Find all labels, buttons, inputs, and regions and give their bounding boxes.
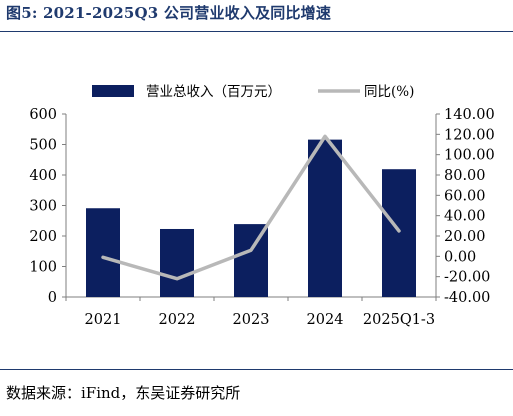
y-left-tick-label: 100 xyxy=(29,260,57,276)
revenue-bar xyxy=(86,208,120,297)
revenue-bar xyxy=(160,228,194,297)
y-left-tick-label: 600 xyxy=(29,107,57,123)
x-tick-label: 2021 xyxy=(85,312,122,328)
y-left-tick-label: 200 xyxy=(29,229,57,245)
chart-legend: 营业总收入（百万元） 同比(%) xyxy=(92,84,414,100)
y-right-tick-label: 120.00 xyxy=(444,127,495,143)
revenue-bar xyxy=(308,139,342,297)
y-left-tick-label: 500 xyxy=(29,138,57,154)
x-tick-label: 2024 xyxy=(307,312,344,328)
chart-axes: 0 100 200 300 400 500 600 -40.00 -20.00 0.00 20.00… xyxy=(29,107,494,328)
y-right-tick-label: 0.00 xyxy=(444,249,476,265)
y-right-tick-label: 100.00 xyxy=(444,148,495,164)
bar-series xyxy=(86,139,416,297)
revenue-bar xyxy=(382,169,416,297)
y-right-tick-label: 20.00 xyxy=(444,229,486,245)
y-right-tick-label: -20.00 xyxy=(444,270,490,286)
legend-bar-swatch xyxy=(92,85,134,97)
y-right-tick-label: 40.00 xyxy=(444,209,486,225)
x-tick-label: 2025Q1-3 xyxy=(363,312,435,328)
y-right-tick-label: -40.00 xyxy=(444,290,490,306)
title-divider xyxy=(0,31,513,32)
yoy-growth-line xyxy=(101,134,401,281)
x-tick-label: 2022 xyxy=(159,312,196,328)
y-left-tick-label: 400 xyxy=(29,168,57,184)
legend-line-label: 同比(%) xyxy=(364,84,414,100)
source-note: 数据来源：iFind，东吴证券研究所 xyxy=(6,384,241,402)
source-divider xyxy=(0,369,513,370)
line-series xyxy=(101,134,401,281)
y-left-tick-label: 300 xyxy=(29,199,57,215)
y-left-tick-label: 0 xyxy=(48,290,57,306)
y-right-tick-label: 140.00 xyxy=(444,107,495,123)
legend-bar-label: 营业总收入（百万元） xyxy=(146,84,281,100)
revenue-bar xyxy=(234,224,268,297)
figure-title: 图5: 2021-2025Q3 公司营业收入及同比增速 xyxy=(6,4,332,22)
y-right-tick-label: 60.00 xyxy=(444,188,486,204)
x-tick-label: 2023 xyxy=(233,312,270,328)
y-right-tick-label: 80.00 xyxy=(444,168,486,184)
